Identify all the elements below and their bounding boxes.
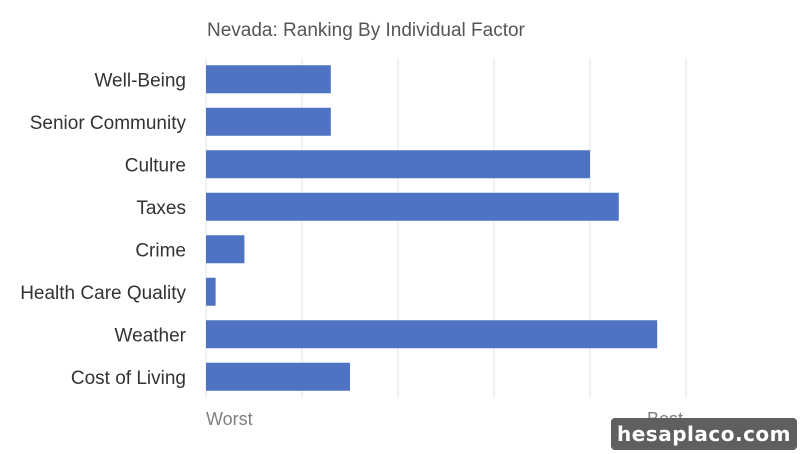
bar <box>206 107 331 136</box>
bar <box>206 277 216 306</box>
category-label: Weather <box>115 325 187 346</box>
bar <box>206 362 350 391</box>
bar <box>206 65 331 94</box>
bar <box>206 235 245 264</box>
chart-title: Nevada: Ranking By Individual Factor <box>207 20 525 41</box>
category-label: Crime <box>135 240 186 261</box>
category-label: Culture <box>125 155 186 176</box>
category-label: Well-Being <box>94 70 186 91</box>
bar <box>206 150 590 179</box>
category-label: Taxes <box>136 198 186 219</box>
bar <box>206 320 658 349</box>
category-label: Health Care Quality <box>20 283 186 304</box>
watermark: hesaplaco.com <box>611 418 797 450</box>
x-tick-label: Worst <box>206 409 253 429</box>
bar <box>206 192 619 221</box>
category-label: Senior Community <box>30 113 187 134</box>
category-label: Cost of Living <box>71 368 186 389</box>
